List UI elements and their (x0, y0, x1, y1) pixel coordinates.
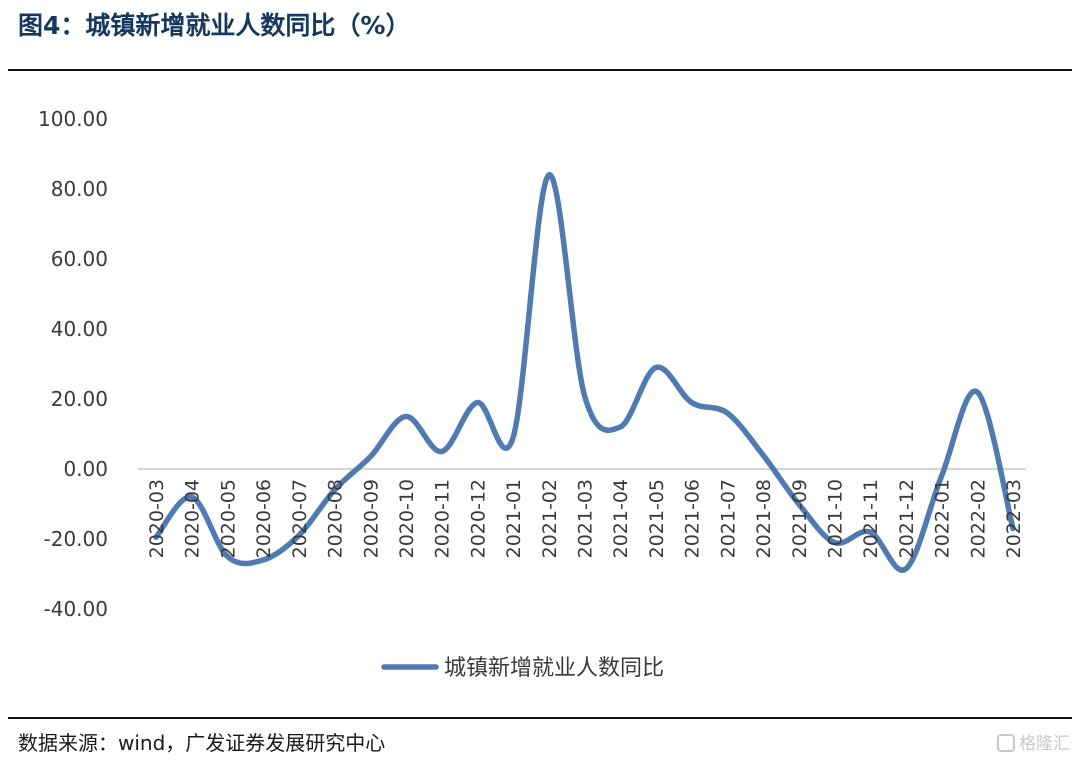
y-tick-label: 40.00 (51, 317, 108, 341)
x-tick-label: 2020-04 (182, 479, 204, 558)
x-tick-label: 2020-03 (146, 479, 168, 558)
x-tick-label: 2021-11 (860, 479, 882, 558)
x-tick-label: 2020-10 (396, 479, 418, 558)
x-tick-label: 2022-02 (967, 479, 989, 558)
watermark: 格隆汇 (997, 731, 1070, 757)
x-tick-label: 2021-06 (682, 479, 704, 558)
x-tick-label: 2021-05 (646, 479, 668, 558)
source-note: 数据来源：wind，广发证券发展研究中心 (18, 731, 386, 755)
x-tick-label: 2022-03 (1003, 479, 1025, 558)
x-tick-label: 2020-11 (432, 479, 454, 558)
y-tick-label: 60.00 (51, 247, 108, 271)
figure-title: 图4：城镇新增就业人数同比（%） (18, 11, 411, 40)
watermark-text: 格隆汇 (1019, 734, 1070, 754)
y-axis: 100.00 80.00 60.00 40.00 20.00 0.00 -20.00 -40.… (38, 107, 108, 621)
top-rule (8, 69, 1072, 71)
x-tick-label: 2020-06 (253, 479, 275, 558)
x-tick-label: 2021-08 (753, 479, 775, 558)
x-tick-label: 2021-09 (789, 479, 811, 558)
x-tick-label: 2021-10 (824, 479, 846, 558)
y-tick-label: 100.00 (38, 107, 108, 131)
x-axis: 2020-03 2020-04 2020-05 2020-06 2020-07 2020-… (146, 479, 1025, 558)
y-tick-label: 20.00 (51, 387, 108, 411)
series-line (153, 172, 1016, 573)
x-tick-label: 2021-03 (575, 479, 597, 558)
bottom-rule (8, 717, 1072, 719)
legend-label: 城镇新增就业人数同比 (444, 656, 664, 681)
x-tick-label: 2020-12 (467, 479, 489, 558)
y-tick-label: 0.00 (63, 457, 108, 481)
x-tick-label: 2020-09 (360, 479, 382, 558)
x-tick-label: 2020-05 (217, 479, 239, 558)
x-tick-label: 2021-01 (503, 479, 525, 558)
watermark-logo-icon (997, 734, 1015, 752)
y-tick-label: -20.00 (44, 527, 108, 551)
y-tick-label: -40.00 (44, 597, 108, 621)
x-tick-label: 2022-01 (932, 479, 954, 558)
y-tick-label: 80.00 (51, 177, 108, 201)
x-tick-label: 2021-07 (717, 479, 739, 558)
x-tick-label: 2020-08 (325, 479, 347, 558)
x-tick-label: 2021-12 (896, 479, 918, 558)
x-tick-label: 2021-04 (610, 479, 632, 558)
x-tick-label: 2021-02 (539, 479, 561, 558)
x-tick-label: 2020-07 (289, 479, 311, 558)
legend: 城镇新增就业人数同比 (381, 656, 664, 681)
line-chart: 100.00 80.00 60.00 40.00 20.00 0.00 -20.00 -40.… (38, 107, 1026, 681)
